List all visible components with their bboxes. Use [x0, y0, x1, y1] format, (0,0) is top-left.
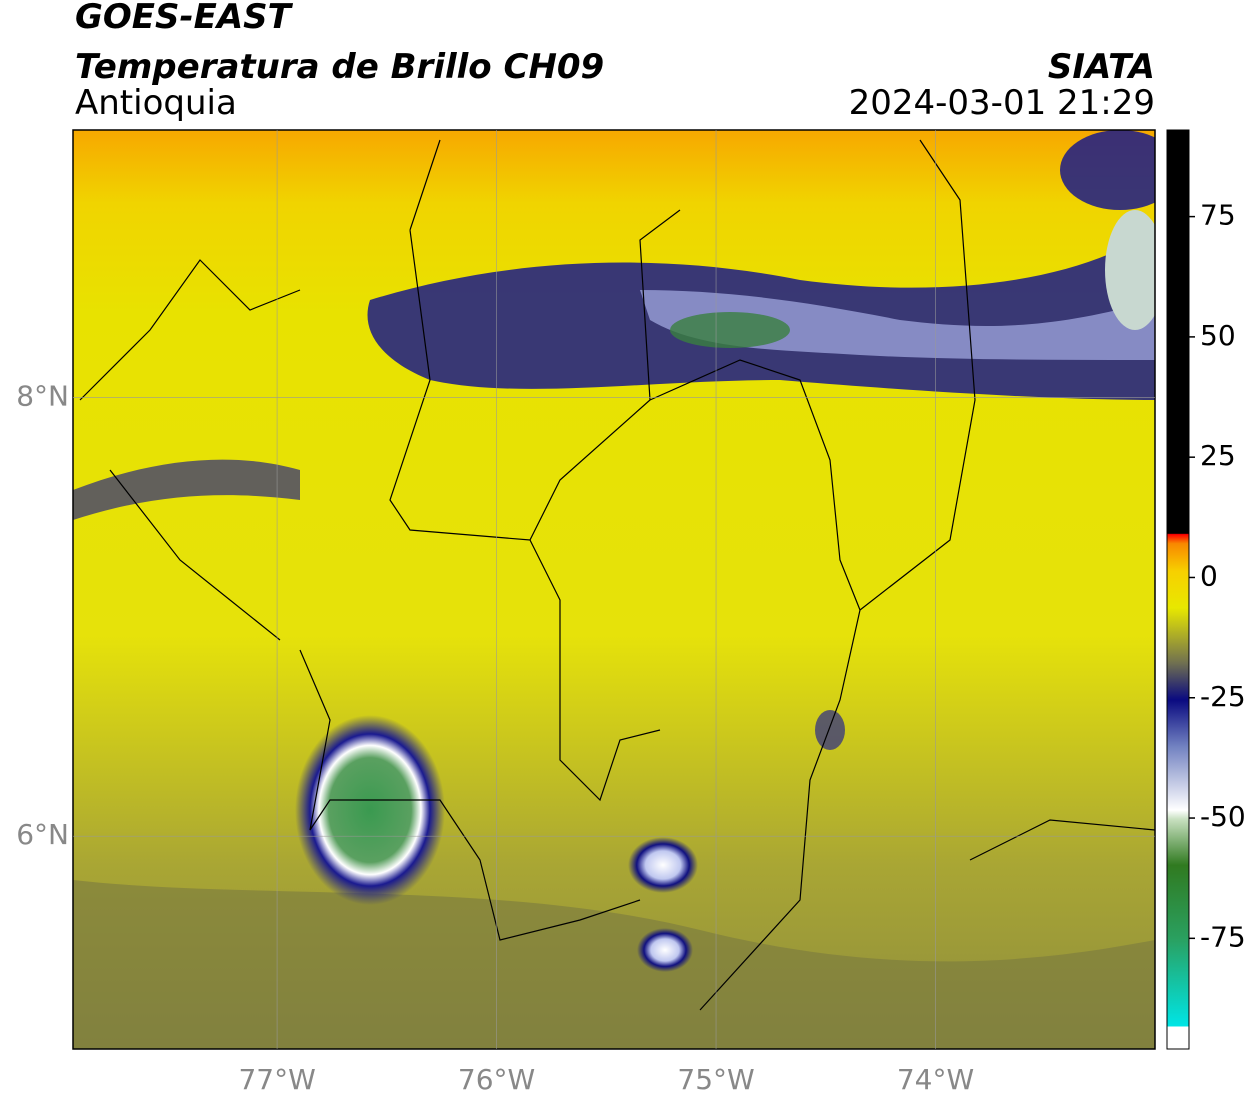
x-tick-label: 74°W: [897, 1063, 974, 1096]
colorbar-tick-label: 75: [1200, 199, 1236, 232]
map-frame: [72, 129, 1156, 1050]
subtitle: Temperatura de Brillo CH09: [75, 47, 604, 87]
colorbar-tick-label: -25: [1200, 680, 1246, 713]
region: Antioquia: [75, 83, 237, 123]
title: GOES-EAST: [75, 0, 294, 37]
colorbar-tick-label: -75: [1200, 920, 1246, 953]
y-tick-label: 8°N: [16, 380, 69, 413]
x-tick-label: 75°W: [677, 1063, 754, 1096]
colorbar-tick-label: -50: [1200, 800, 1246, 833]
source: SIATA: [1048, 47, 1155, 87]
x-tick-label: 77°W: [238, 1063, 315, 1096]
colorbar-tick-label: 50: [1200, 319, 1236, 352]
datetime: 2024-03-01 21:29: [849, 83, 1155, 123]
x-tick-label: 76°W: [458, 1063, 535, 1096]
satellite-image: [73, 130, 1155, 1049]
colorbar-tick-label: 0: [1200, 559, 1218, 592]
colorbar: [1166, 129, 1190, 1050]
colorbar-tick-label: 25: [1200, 439, 1236, 472]
y-tick-label: 6°N: [16, 818, 69, 851]
